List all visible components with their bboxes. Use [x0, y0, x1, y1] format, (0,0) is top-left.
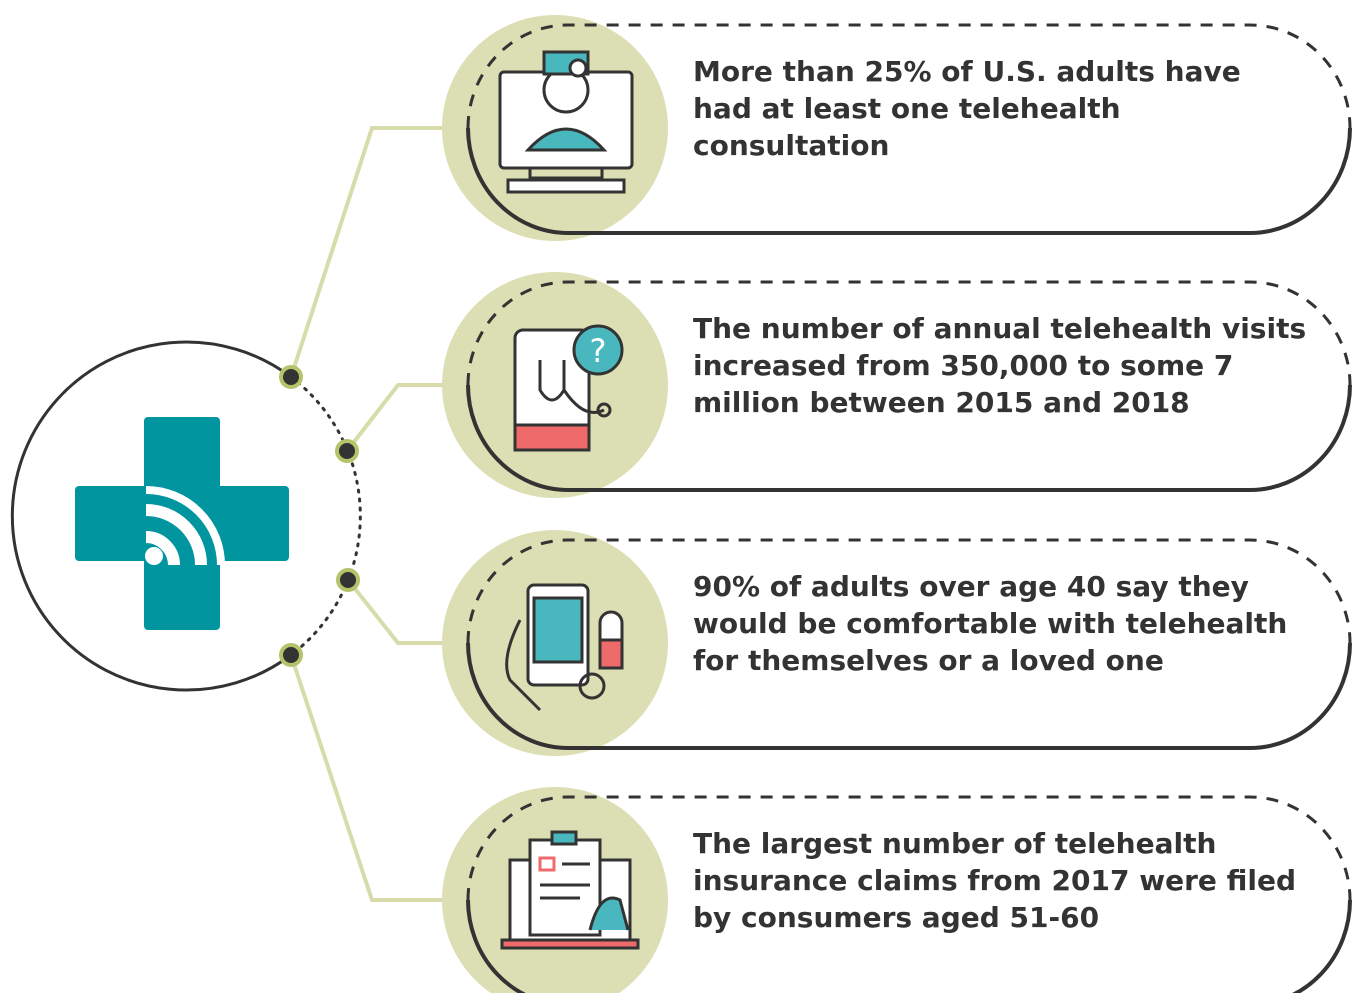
item-text: consultation [693, 129, 889, 162]
health-cross [75, 417, 289, 630]
item-text: insurance claims from 2017 were filed [693, 864, 1296, 897]
item-text: increased from 350,000 to some 7 [693, 349, 1233, 382]
item-text: 90% of adults over age 40 say they [693, 570, 1249, 603]
item-text: by consumers aged 51-60 [693, 901, 1099, 934]
item-text: million between 2015 and 2018 [693, 386, 1190, 419]
connectors [291, 128, 445, 900]
infographic: More than 25% of U.S. adults have had at … [0, 0, 1355, 993]
connector-dots [281, 367, 358, 665]
item-text: The number of annual telehealth visits [693, 312, 1306, 345]
item-text: More than 25% of U.S. adults have [693, 55, 1241, 88]
item-text: The largest number of telehealth [693, 827, 1216, 860]
svg-text:?: ? [590, 332, 607, 370]
item-text: would be comfortable with telehealth [693, 607, 1287, 640]
item-text: for themselves or a loved one [693, 644, 1164, 677]
item-text: had at least one telehealth [693, 92, 1121, 125]
hub-circle-dotted [291, 377, 360, 655]
